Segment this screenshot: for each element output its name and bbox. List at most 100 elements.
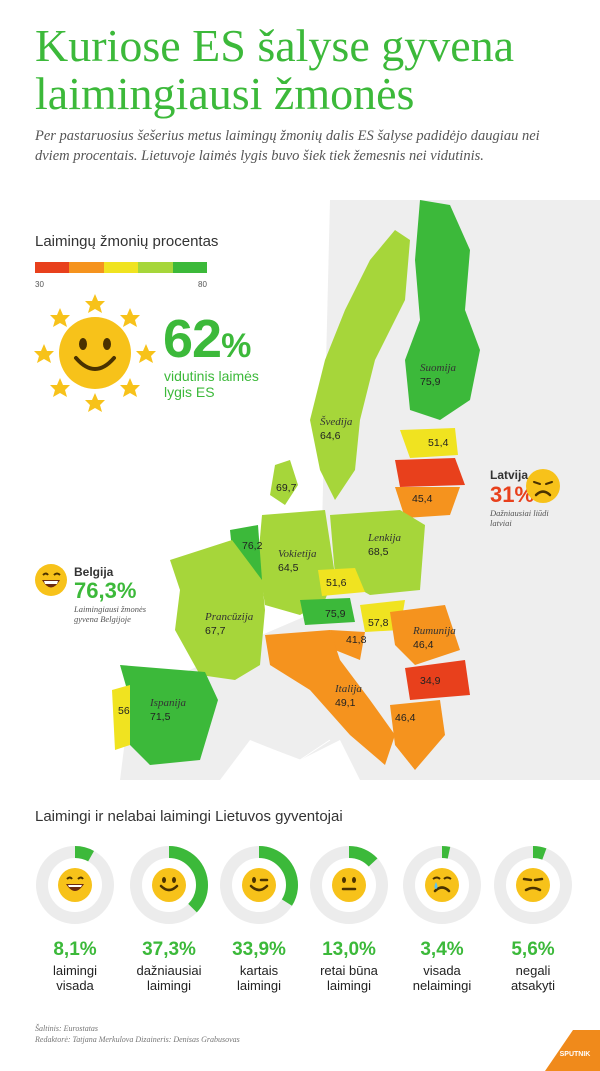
stat-ring-fill <box>310 846 388 924</box>
label-value-romania: 46,4 <box>413 639 434 651</box>
label-value-slovakia: 57,8 <box>368 617 389 629</box>
legend-swatch-4 <box>138 262 173 273</box>
stat-label-line: nelaimingi <box>412 978 472 993</box>
country-shape-portugal <box>112 685 130 750</box>
stat-label-line: laimingi <box>236 978 282 993</box>
stat-item: 8,1% laimingi visada <box>32 845 118 993</box>
stat-value: 37,3% <box>142 939 196 960</box>
country-shape-sweden <box>310 230 410 500</box>
legend-max: 80 <box>198 280 207 289</box>
stat-item: 37,3% dažniausiai laimingi <box>126 845 212 993</box>
stat-label-line: atsakyti <box>510 978 556 993</box>
winking-face-icon <box>242 868 276 902</box>
stat-ring-fill <box>36 846 114 924</box>
label-value-greece: 46,4 <box>395 712 416 724</box>
stat-value: 8,1% <box>53 939 97 960</box>
average-unit: % <box>221 327 251 365</box>
stat-label-line: retai būna <box>320 963 378 978</box>
label-name-france: Prancūzija <box>205 611 254 623</box>
lithuania-section-title: Laimingi ir nelabai laimingi Lietuvos gy… <box>35 808 343 825</box>
source-credits: Šaltinis: Eurostatas Redaktorė: Tatjana … <box>35 1023 240 1045</box>
stat-item: 13,0% retai būna laimingi <box>306 845 392 993</box>
stat-label: kartais laimingi <box>216 963 302 993</box>
country-shape-austria <box>300 598 355 625</box>
laughing-face-icon <box>35 564 67 596</box>
stat-ring-fill <box>130 846 208 924</box>
sputnik-logo-text: SPUTNIK <box>560 1051 591 1058</box>
label-name-poland: Lenkija <box>368 532 401 544</box>
stat-value: 33,9% <box>232 939 286 960</box>
country-shape-france <box>170 540 265 680</box>
country-shape-finland <box>405 200 480 420</box>
intro-text: Per pastaruosius šešerius metus laimingų… <box>35 128 540 164</box>
label-value-bulgaria: 34,9 <box>420 675 441 687</box>
unsure-face-icon <box>516 868 550 902</box>
belgium-callout-note: Laimingiausi žmonės gyvena Belgijoje <box>74 604 147 624</box>
label-value-sweden: 64,6 <box>320 430 341 442</box>
country-shape-czechia <box>318 568 365 596</box>
stat-label: laimingi visada <box>32 963 118 993</box>
stat-label-line: visada <box>423 963 461 978</box>
country-shape-romania <box>390 605 460 665</box>
label-value-croatia: 41,8 <box>346 634 367 646</box>
label-value-portugal: 56 <box>118 705 130 717</box>
country-shape-italy <box>265 630 395 765</box>
stat-label-line: kartais <box>239 963 279 978</box>
stat-label: dažniausiai laimingi <box>126 963 212 993</box>
label-value-italy: 49,1 <box>335 697 356 709</box>
stat-label-line: laimingi <box>146 978 192 993</box>
stat-label-line: negali <box>515 963 551 978</box>
source-line: Šaltinis: Eurostatas <box>35 1024 99 1033</box>
neutral-face-icon <box>332 868 366 902</box>
label-value-belgium: 76,2 <box>242 540 263 552</box>
legend-swatch-3 <box>103 262 139 273</box>
sputnik-logo: SPUTNIK <box>545 1030 600 1071</box>
label-value-finland: 75,9 <box>420 376 441 388</box>
page-title: Kuriose ES šalyse gyvena laimingiausi žm… <box>35 22 575 118</box>
label-name-finland: Suomija <box>420 362 457 374</box>
credits-line: Redaktorė: Tatjana Merkulova Dizaineris:… <box>35 1035 240 1044</box>
stat-value: 5,6% <box>511 939 555 960</box>
country-shape-latvia <box>395 458 465 487</box>
country-shape-germany <box>258 510 335 615</box>
stat-label-line: dažniausiai <box>136 963 202 978</box>
stat-item: 5,6% negali atsakyti <box>490 845 576 993</box>
legend-swatch-1 <box>35 262 70 273</box>
europe-map <box>112 200 600 780</box>
label-name-romania: Rumunija <box>413 625 456 637</box>
stat-label-line: laimingi <box>52 963 98 978</box>
stat-label: retai būna laimingi <box>306 963 392 993</box>
label-name-germany: Vokietija <box>278 548 317 560</box>
sea-lines <box>259 739 331 761</box>
stat-item: 3,4% visada nelaimingi <box>399 845 485 993</box>
legend-title: Laimingų žmonių procentas <box>35 233 219 250</box>
crying-face-icon <box>425 868 459 902</box>
country-shape-greece <box>390 700 445 770</box>
legend-color-scale <box>35 262 208 273</box>
stat-value: 13,0% <box>322 939 376 960</box>
country-shape-denmark <box>270 460 298 505</box>
label-value-lithuania: 45,4 <box>412 493 433 505</box>
stat-label: visada nelaimingi <box>399 963 485 993</box>
label-name-spain: Ispanija <box>150 697 187 709</box>
stat-item: 33,9% kartais laimingi <box>216 845 302 993</box>
latvia-callout-name: Latvija <box>490 468 529 482</box>
title-line-2: laimingiausi žmonės <box>35 68 415 119</box>
stat-label-line: visada <box>56 978 94 993</box>
country-shape-lithuania <box>395 487 460 518</box>
stat-ring-chart <box>403 846 481 924</box>
smiling-face-icon <box>152 868 186 902</box>
label-value-denmark: 69,7 <box>276 482 297 494</box>
title-line-1: Kuriose ES šalyse gyvena <box>35 20 515 71</box>
stat-value: 3,4% <box>420 939 464 960</box>
stat-ring-chart <box>494 846 572 924</box>
legend-swatch-5 <box>172 262 208 273</box>
legend-min: 30 <box>35 280 44 289</box>
average-label: vidutinis laimės lygis ES <box>164 368 259 400</box>
stat-ring-chart <box>130 846 208 924</box>
belgium-callout-value: 76,3% <box>74 578 137 603</box>
label-name-sweden: Švedija <box>320 416 353 428</box>
average-value: 62% <box>163 308 251 370</box>
sad-face-icon <box>526 469 560 503</box>
map-background-land <box>120 200 600 780</box>
